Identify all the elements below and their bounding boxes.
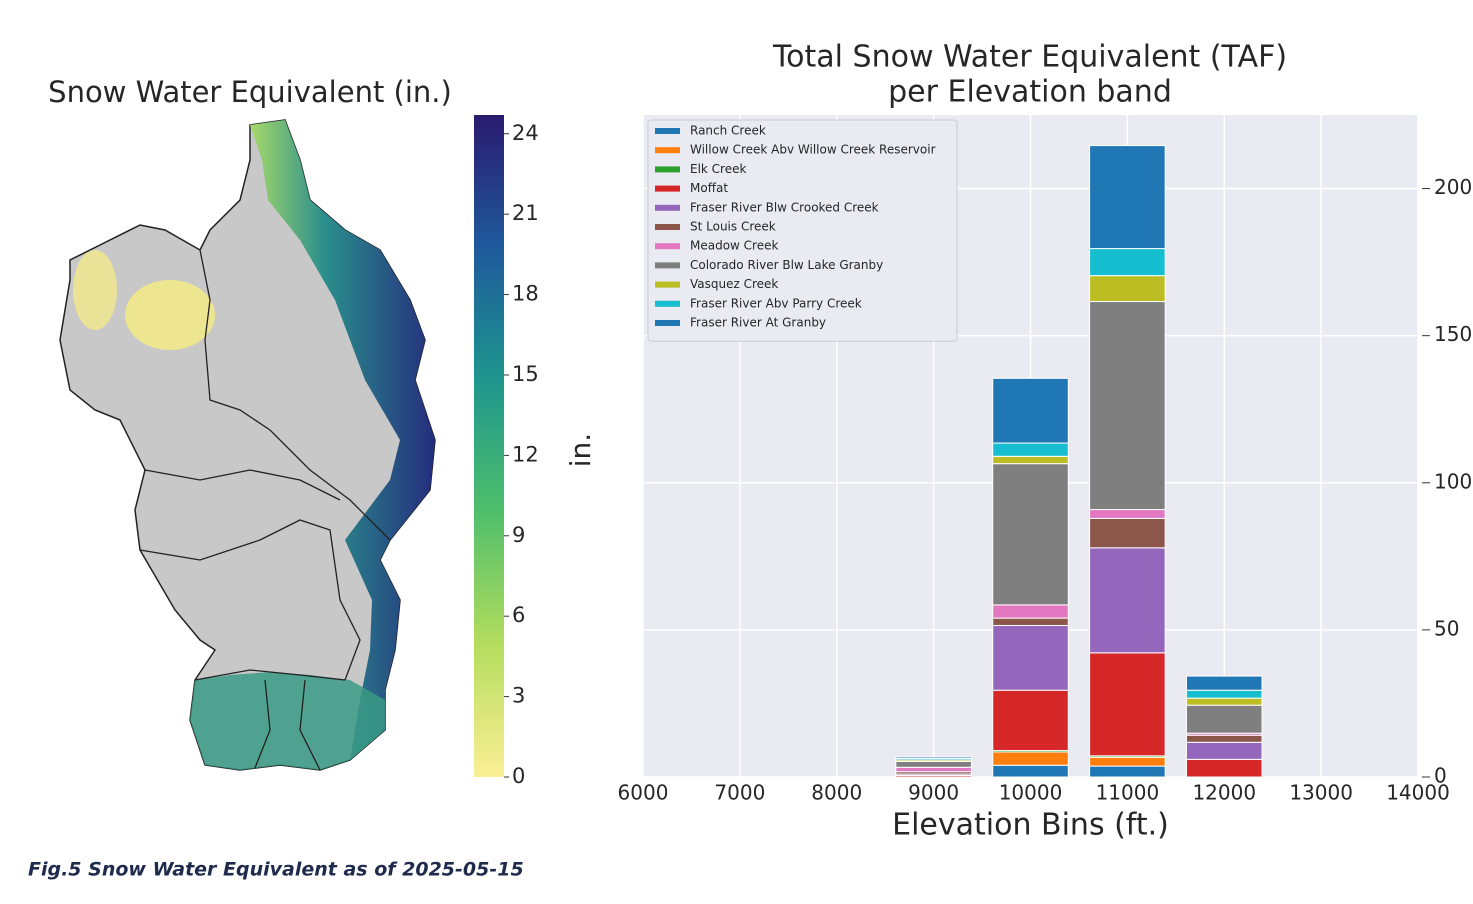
bar-segment bbox=[992, 455, 1069, 465]
legend-label: Fraser River At Granby bbox=[690, 316, 826, 330]
x-tick-label: 8000 bbox=[811, 781, 862, 805]
bar-segment bbox=[1185, 758, 1263, 778]
bar-segment bbox=[1185, 689, 1263, 699]
legend-swatch bbox=[655, 128, 680, 134]
legend-label: Moffat bbox=[690, 181, 728, 195]
legend-box bbox=[647, 119, 958, 342]
legend-label: Meadow Creek bbox=[690, 239, 778, 253]
x-tick-label: 13000 bbox=[1289, 781, 1353, 805]
bar-segment bbox=[1185, 741, 1263, 760]
legend-swatch bbox=[655, 147, 680, 154]
y-tick-label: 200 bbox=[1434, 175, 1472, 199]
bar-segment bbox=[1089, 145, 1166, 250]
bar-segment bbox=[992, 689, 1069, 752]
legend-label: Fraser River Abv Parry Creek bbox=[690, 296, 862, 310]
x-axis-label: Elevation Bins (ft.) bbox=[892, 808, 1169, 843]
legend-swatch bbox=[655, 166, 680, 173]
legend-swatch bbox=[655, 224, 680, 230]
legend-label: Colorado River Blw Lake Granby bbox=[690, 258, 883, 272]
bar-segment bbox=[992, 377, 1069, 444]
bar-segment bbox=[1089, 248, 1166, 277]
y-axis-label: in. bbox=[564, 433, 597, 467]
bar-segment bbox=[895, 766, 972, 773]
bar-segment bbox=[992, 617, 1069, 626]
legend-label: Vasquez Creek bbox=[690, 277, 778, 291]
y-tick-label: 0 bbox=[1434, 764, 1447, 788]
x-tick-label: 6000 bbox=[618, 781, 669, 805]
legend-swatch bbox=[655, 185, 680, 192]
colorbar bbox=[474, 115, 504, 777]
legend-swatch bbox=[655, 281, 680, 288]
map-title: Snow Water Equivalent (in.) bbox=[48, 75, 452, 109]
bar-segment bbox=[1089, 509, 1166, 519]
bar-segment bbox=[1185, 734, 1263, 743]
bar-segment bbox=[992, 463, 1069, 606]
bar-segment bbox=[1089, 756, 1166, 767]
legend-label: Willow Creek Abv Willow Creek Reservoir bbox=[690, 143, 936, 157]
x-tick-label: 14000 bbox=[1386, 781, 1450, 805]
bar-segment bbox=[992, 764, 1069, 778]
chart-title: per Elevation band bbox=[888, 75, 1172, 110]
colorbar-tick-label: 3 bbox=[512, 684, 525, 708]
colorbar-tick-label: 9 bbox=[512, 523, 525, 547]
legend-label: St Louis Creek bbox=[690, 220, 776, 234]
x-tick-label: 7000 bbox=[714, 781, 765, 805]
bar-segment bbox=[1089, 765, 1166, 778]
x-tick-label: 12000 bbox=[1192, 781, 1256, 805]
legend-swatch bbox=[655, 204, 680, 211]
x-tick-label: 10000 bbox=[999, 781, 1063, 805]
y-tick-label: 100 bbox=[1434, 469, 1472, 493]
legend-label: Ranch Creek bbox=[690, 124, 766, 138]
y-tick-label: 50 bbox=[1434, 616, 1459, 640]
y-tick-label: 150 bbox=[1434, 322, 1472, 346]
bar-segment bbox=[1089, 301, 1166, 511]
colorbar-tick-label: 0 bbox=[512, 764, 525, 788]
colorbar-tick-label: 24 bbox=[512, 121, 539, 145]
legend-label: Fraser River Blw Crooked Creek bbox=[690, 200, 879, 214]
bar-segment bbox=[1185, 675, 1263, 691]
bar-segment bbox=[1185, 704, 1263, 734]
legend-swatch bbox=[655, 300, 680, 307]
legend-label: Elk Creek bbox=[690, 162, 746, 176]
colorbar-tick-label: 12 bbox=[512, 442, 539, 466]
legend-swatch bbox=[655, 320, 680, 326]
bar-segment bbox=[992, 604, 1069, 619]
x-tick-label: 9000 bbox=[908, 781, 959, 805]
bar-segment bbox=[1089, 652, 1166, 757]
colorbar-tick-label: 6 bbox=[512, 603, 525, 627]
bar-segment bbox=[1089, 547, 1166, 654]
bar-segment bbox=[1089, 275, 1166, 303]
bar-segment bbox=[1185, 697, 1263, 706]
legend-swatch bbox=[655, 262, 680, 269]
caption: Fig.5 Snow Water Equivalent as of 2025-0… bbox=[28, 859, 524, 881]
colorbar-tick-label: 15 bbox=[512, 362, 539, 386]
colorbar-tick-label: 21 bbox=[512, 201, 539, 225]
bar-segment bbox=[992, 442, 1069, 457]
bar-segment bbox=[992, 624, 1069, 691]
basin-map bbox=[59, 119, 436, 771]
bar-segment bbox=[992, 751, 1069, 766]
bar-segment bbox=[895, 760, 972, 768]
bar-segment bbox=[895, 756, 972, 759]
legend-swatch bbox=[655, 243, 680, 250]
chart-title: Total Snow Water Equivalent (TAF) bbox=[772, 40, 1287, 75]
colorbar-tick-label: 18 bbox=[512, 282, 539, 306]
x-tick-label: 11000 bbox=[1096, 781, 1160, 805]
bar-segment bbox=[1089, 517, 1166, 549]
